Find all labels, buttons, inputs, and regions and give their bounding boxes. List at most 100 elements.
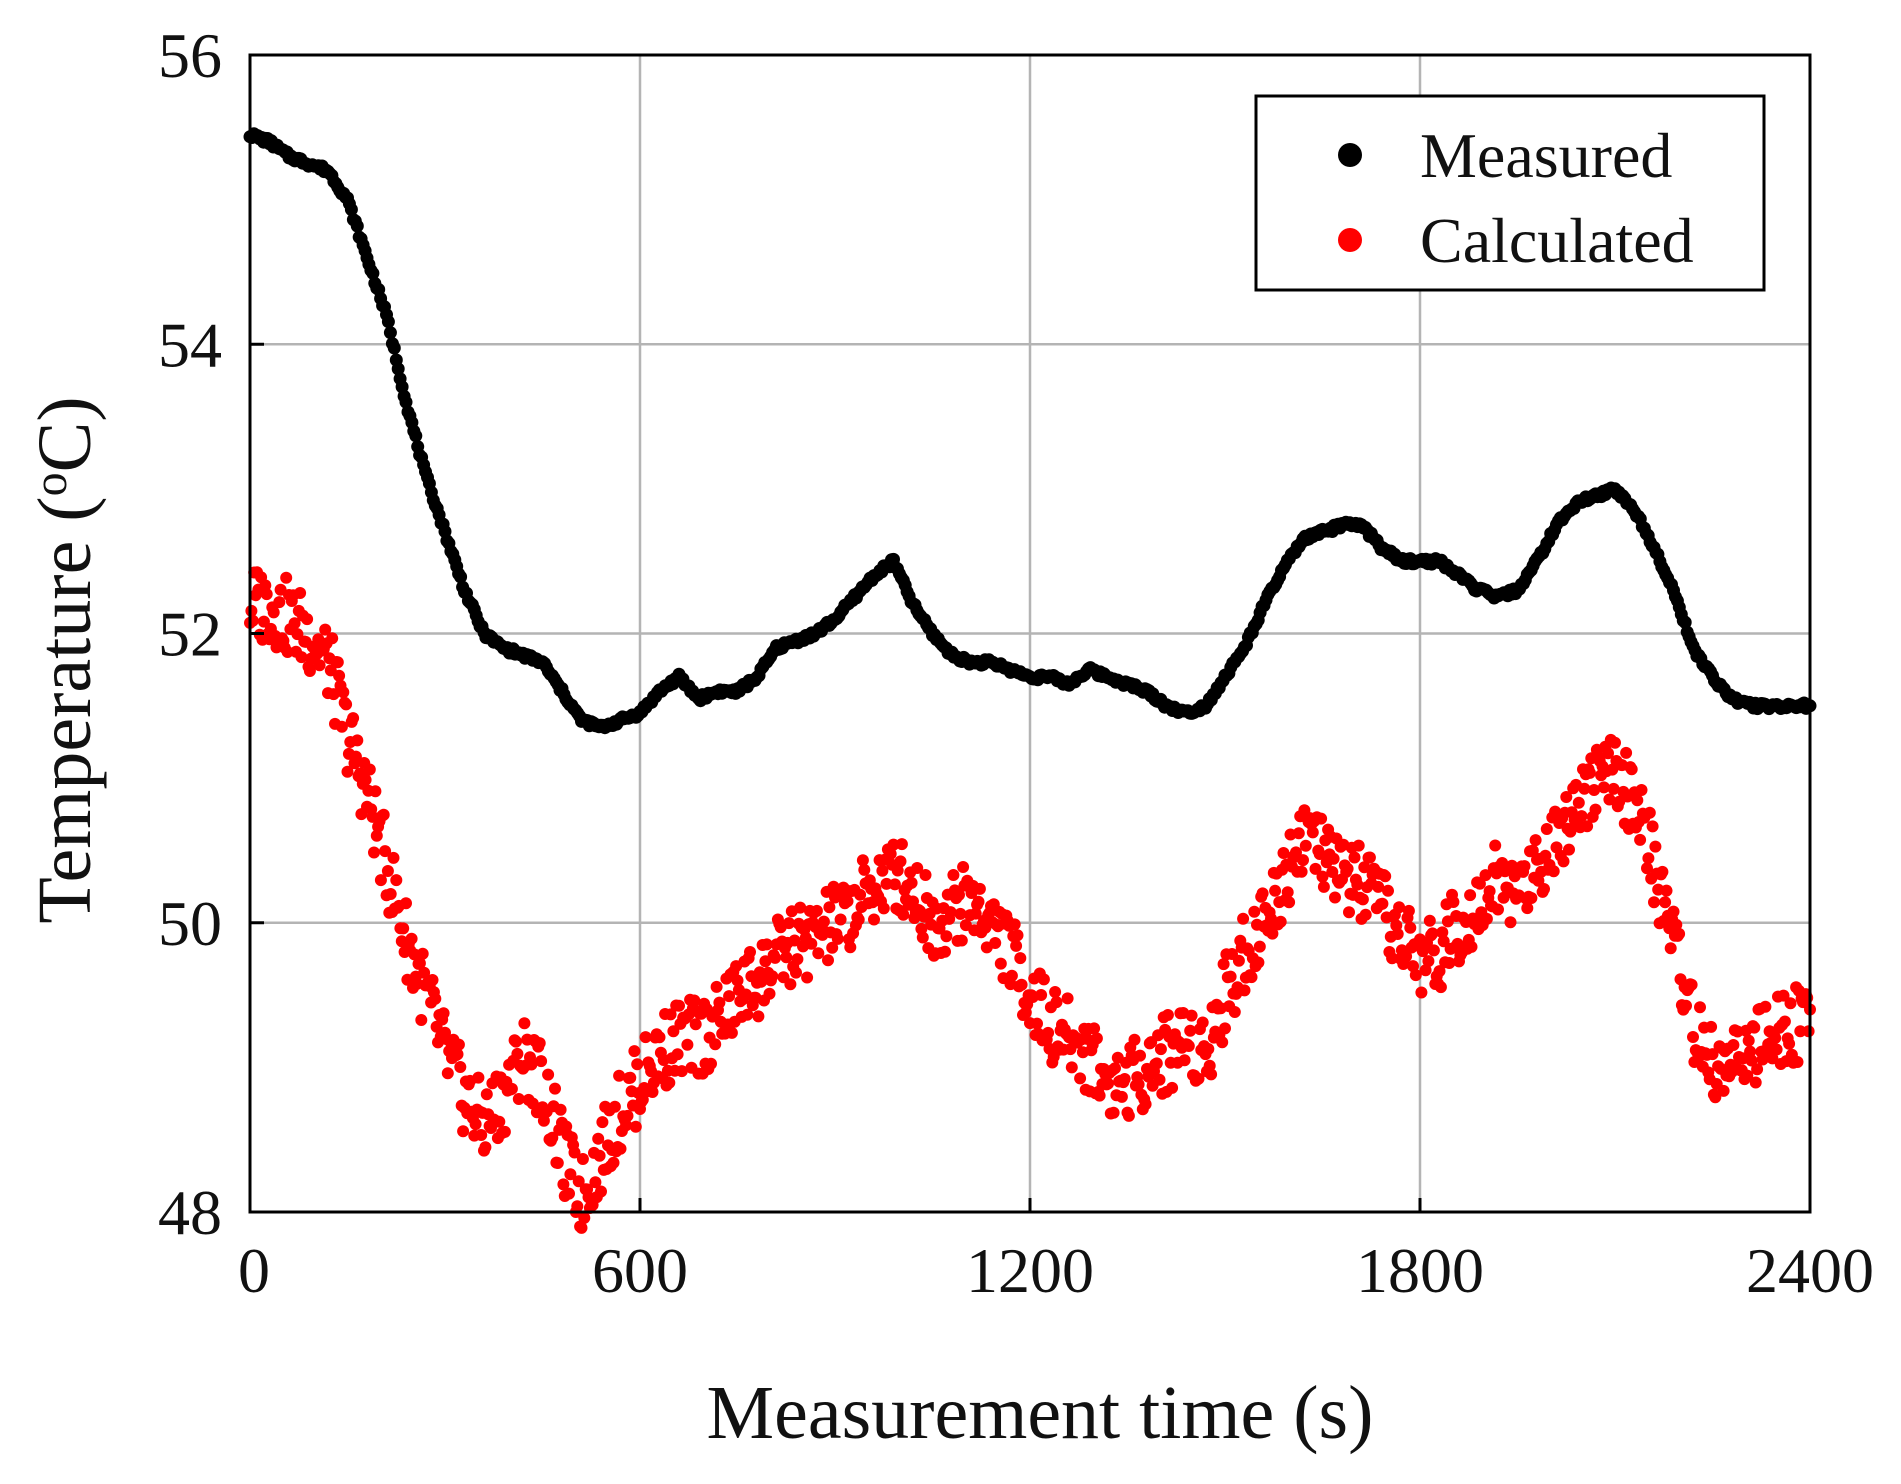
calculated-point: [1010, 939, 1023, 952]
calculated-point: [359, 773, 372, 786]
calculated-point: [826, 941, 839, 954]
calculated-point: [810, 904, 823, 917]
measured-point: [366, 266, 380, 280]
calculated-point: [1480, 912, 1493, 925]
calculated-point: [472, 1071, 485, 1084]
calculated-point: [1256, 887, 1269, 900]
calculated-point: [1134, 1049, 1146, 1062]
calculated-point: [469, 1118, 482, 1131]
calculated-point: [1404, 921, 1417, 934]
calculated-point: [418, 966, 431, 979]
calculated-point: [1205, 1068, 1218, 1081]
calculated-point: [1283, 896, 1296, 909]
calculated-point: [1742, 1034, 1755, 1047]
calculated-point: [664, 1008, 677, 1021]
calculated-point: [1008, 918, 1021, 931]
calculated-point: [1356, 893, 1369, 906]
calculated-point: [1132, 1078, 1145, 1091]
calculated-point: [327, 688, 340, 701]
measured-point: [1678, 615, 1692, 629]
calculated-point: [1447, 896, 1460, 908]
measured-point: [399, 395, 413, 409]
calculated-point: [1687, 1031, 1699, 1043]
calculated-point: [884, 847, 897, 860]
calculated-point: [384, 888, 397, 900]
calculated-point: [1329, 891, 1341, 904]
calculated-point: [1315, 812, 1328, 825]
calculated-point: [769, 951, 782, 964]
calculated-point: [347, 712, 360, 725]
calculated-point: [919, 869, 932, 881]
calculated-point: [1443, 957, 1456, 969]
calculated-point: [1539, 849, 1552, 862]
calculated-point: [578, 1211, 591, 1224]
calculated-point: [1706, 1048, 1719, 1061]
calculated-point: [301, 613, 314, 626]
calculated-point: [549, 1082, 561, 1095]
calculated-point: [1603, 793, 1616, 806]
calculated-point: [760, 938, 773, 951]
calculated-point: [1717, 1084, 1730, 1097]
calculated-point: [1589, 803, 1602, 816]
calculated-point: [1434, 981, 1447, 994]
calculated-point: [319, 623, 332, 636]
calculated-point: [631, 1058, 644, 1071]
calculated-point: [1358, 861, 1371, 874]
calculated-point: [595, 1185, 607, 1198]
calculated-point: [783, 917, 795, 930]
calculated-point: [905, 876, 918, 889]
calculated-point: [510, 1035, 522, 1048]
calculated-point: [710, 980, 723, 993]
calculated-point: [405, 932, 418, 945]
calculated-point: [1680, 999, 1692, 1012]
y-tick-label: 50: [158, 888, 222, 959]
calculated-point: [1382, 884, 1394, 897]
calculated-point: [326, 632, 339, 645]
calculated-point: [1497, 891, 1510, 904]
calculated-point: [1372, 880, 1385, 893]
calculated-point: [1667, 905, 1680, 918]
calculated-point: [557, 1178, 570, 1191]
calculated-point: [1248, 905, 1261, 918]
calculated-point: [1620, 746, 1633, 759]
calculated-series: [244, 566, 1816, 1234]
calculated-point: [805, 937, 818, 950]
calculated-point: [413, 957, 426, 970]
calculated-point: [653, 1031, 666, 1044]
calculated-point: [1407, 960, 1419, 973]
calculated-point: [511, 1047, 524, 1060]
calculated-point: [1393, 901, 1406, 914]
calculated-point: [1031, 1017, 1043, 1030]
calculated-point: [1351, 878, 1364, 891]
calculated-point: [288, 617, 301, 630]
calculated-point: [551, 1157, 564, 1169]
calculated-point: [844, 941, 857, 954]
calculated-point: [416, 947, 429, 960]
calculated-point: [349, 750, 362, 763]
y-tick-label: 54: [158, 309, 222, 380]
calculated-point: [790, 966, 802, 979]
calculated-point: [1759, 1000, 1772, 1013]
calculated-point: [1607, 782, 1620, 795]
calculated-point: [1299, 839, 1312, 852]
calculated-point: [1348, 851, 1361, 864]
calculated-point: [1483, 885, 1496, 898]
calculated-point: [1274, 915, 1287, 928]
calculated-point: [1646, 820, 1659, 833]
calculated-point: [629, 1120, 642, 1133]
calculated-point: [831, 932, 844, 945]
calculated-point: [1609, 736, 1621, 749]
calculated-point: [331, 656, 344, 669]
calculated-point: [1415, 986, 1428, 999]
calculated-point: [1643, 806, 1656, 819]
measured-point: [454, 570, 468, 584]
calculated-point: [1419, 964, 1432, 977]
calculated-point: [260, 588, 273, 601]
calculated-point: [1065, 1061, 1078, 1074]
legend-calculated-label: Calculated: [1420, 205, 1694, 276]
calculated-point: [415, 1014, 428, 1026]
calculated-point: [1037, 973, 1050, 986]
calculated-point: [1664, 942, 1677, 955]
calculated-point: [1341, 862, 1354, 875]
